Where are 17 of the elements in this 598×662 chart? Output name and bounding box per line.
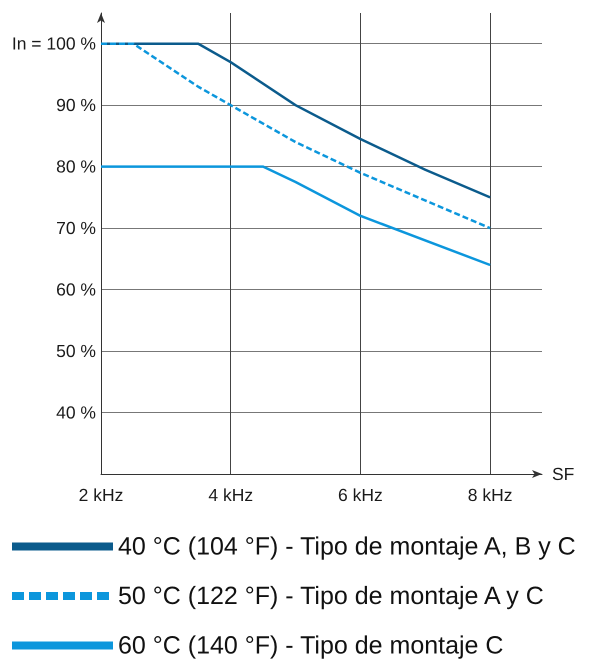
y-tick-label: In = 100 % [12, 34, 96, 54]
y-tick-label: 90 % [56, 95, 96, 116]
legend-label: 50 °C (122 °F) - Tipo de montaje A y C [118, 582, 544, 610]
x-tick-label: 6 kHz [338, 485, 383, 505]
line-series [100, 165, 492, 266]
y-tick-label: 70 % [56, 218, 96, 238]
y-tick-label: 40 % [56, 402, 96, 423]
x-tick-label: 8 kHz [468, 485, 512, 505]
y-tick-label: 80 % [56, 156, 96, 177]
line-series [100, 42, 492, 230]
x-tick-label: 2 kHz [78, 485, 124, 505]
legend-label: 60 °C (140 °F) - Tipo de montaje C [118, 632, 504, 660]
x-axis-title: SF [552, 464, 574, 484]
y-tick-label: 50 % [56, 341, 96, 362]
legend-label: 40 °C (104 °F) - Tipo de montaje A, B y C [118, 532, 576, 560]
x-tick-label: 4 kHz [208, 485, 254, 505]
y-tick-label: 60 % [56, 280, 96, 300]
